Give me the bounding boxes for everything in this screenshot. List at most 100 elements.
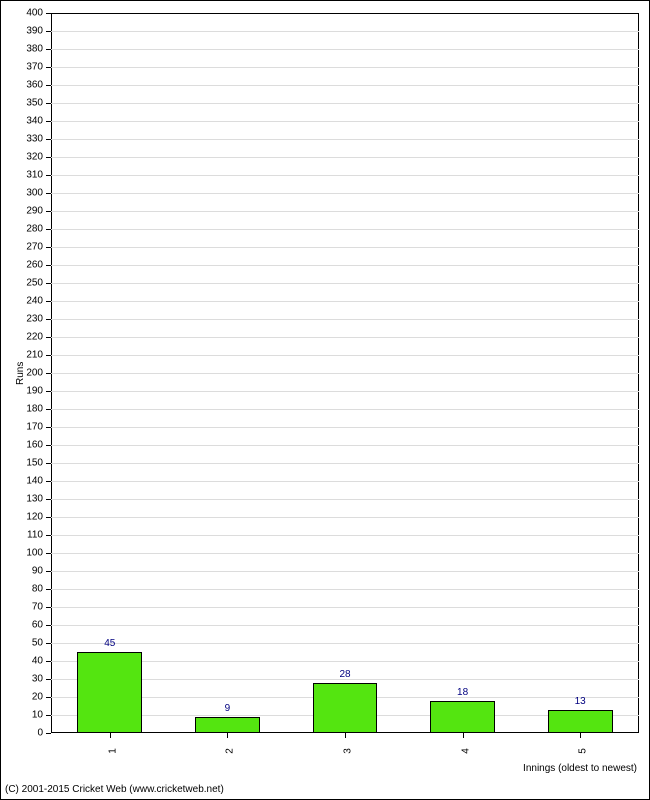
bar (313, 683, 378, 733)
y-tick-mark (46, 625, 51, 626)
y-tick-mark (46, 13, 51, 14)
x-tick-label: 2 (225, 748, 236, 754)
chart-frame: 459281813 Runs Innings (oldest to newest… (0, 0, 650, 800)
y-tick-mark (46, 211, 51, 212)
x-tick-label: 5 (578, 748, 589, 754)
y-tick-mark (46, 535, 51, 536)
y-tick-mark (46, 679, 51, 680)
y-tick-label: 0 (1, 728, 43, 739)
y-tick-label: 150 (1, 458, 43, 469)
y-tick-label: 310 (1, 170, 43, 181)
x-tick-label: 4 (460, 748, 471, 754)
y-tick-mark (46, 121, 51, 122)
grid-line (51, 229, 639, 230)
y-tick-mark (46, 697, 51, 698)
grid-line (51, 139, 639, 140)
y-tick-label: 280 (1, 224, 43, 235)
y-tick-label: 360 (1, 80, 43, 91)
y-tick-label: 400 (1, 8, 43, 19)
copyright-text: (C) 2001-2015 Cricket Web (www.cricketwe… (5, 784, 224, 795)
y-tick-mark (46, 67, 51, 68)
y-tick-mark (46, 715, 51, 716)
x-tick-mark (227, 733, 228, 738)
x-tick-label: 3 (343, 748, 354, 754)
grid-line (51, 643, 639, 644)
y-tick-label: 130 (1, 494, 43, 505)
plot-area: 459281813 (51, 13, 639, 733)
grid-line (51, 409, 639, 410)
x-tick-mark (580, 733, 581, 738)
y-tick-mark (46, 193, 51, 194)
bar-value-label: 45 (104, 638, 115, 649)
grid-line (51, 625, 639, 626)
bar-value-label: 13 (575, 696, 586, 707)
y-tick-mark (46, 319, 51, 320)
y-tick-label: 70 (1, 602, 43, 613)
y-tick-mark (46, 427, 51, 428)
y-tick-label: 100 (1, 548, 43, 559)
y-tick-label: 160 (1, 440, 43, 451)
y-tick-label: 250 (1, 278, 43, 289)
y-tick-label: 200 (1, 368, 43, 379)
grid-line (51, 571, 639, 572)
y-tick-mark (46, 373, 51, 374)
y-tick-mark (46, 607, 51, 608)
y-tick-label: 60 (1, 620, 43, 631)
y-tick-label: 240 (1, 296, 43, 307)
grid-line (51, 193, 639, 194)
bar-value-label: 28 (339, 669, 350, 680)
grid-line (51, 355, 639, 356)
y-tick-label: 210 (1, 350, 43, 361)
y-tick-mark (46, 157, 51, 158)
grid-line (51, 67, 639, 68)
y-tick-mark (46, 661, 51, 662)
y-tick-mark (46, 265, 51, 266)
y-tick-mark (46, 337, 51, 338)
y-tick-mark (46, 409, 51, 410)
grid-line (51, 463, 639, 464)
y-tick-label: 320 (1, 152, 43, 163)
y-tick-label: 350 (1, 98, 43, 109)
y-tick-mark (46, 553, 51, 554)
y-tick-mark (46, 85, 51, 86)
grid-line (51, 121, 639, 122)
y-tick-mark (46, 445, 51, 446)
y-tick-mark (46, 499, 51, 500)
y-tick-label: 380 (1, 44, 43, 55)
y-tick-mark (46, 517, 51, 518)
y-tick-mark (46, 355, 51, 356)
y-tick-mark (46, 589, 51, 590)
grid-line (51, 553, 639, 554)
y-tick-label: 170 (1, 422, 43, 433)
grid-line (51, 391, 639, 392)
grid-line (51, 157, 639, 158)
y-tick-label: 190 (1, 386, 43, 397)
y-tick-mark (46, 175, 51, 176)
bar (430, 701, 495, 733)
y-tick-mark (46, 103, 51, 104)
grid-line (51, 373, 639, 374)
y-tick-label: 20 (1, 692, 43, 703)
grid-line (51, 247, 639, 248)
y-tick-label: 90 (1, 566, 43, 577)
bar (77, 652, 142, 733)
grid-line (51, 301, 639, 302)
y-tick-mark (46, 247, 51, 248)
y-tick-label: 110 (1, 530, 43, 541)
x-tick-mark (345, 733, 346, 738)
y-tick-label: 260 (1, 260, 43, 271)
grid-line (51, 481, 639, 482)
bar-value-label: 18 (457, 687, 468, 698)
y-tick-label: 30 (1, 674, 43, 685)
grid-line (51, 427, 639, 428)
y-tick-label: 340 (1, 116, 43, 127)
grid-line (51, 607, 639, 608)
y-tick-label: 220 (1, 332, 43, 343)
y-tick-label: 50 (1, 638, 43, 649)
y-tick-mark (46, 139, 51, 140)
y-tick-mark (46, 283, 51, 284)
y-tick-label: 330 (1, 134, 43, 145)
y-tick-mark (46, 571, 51, 572)
grid-line (51, 31, 639, 32)
grid-line (51, 283, 639, 284)
